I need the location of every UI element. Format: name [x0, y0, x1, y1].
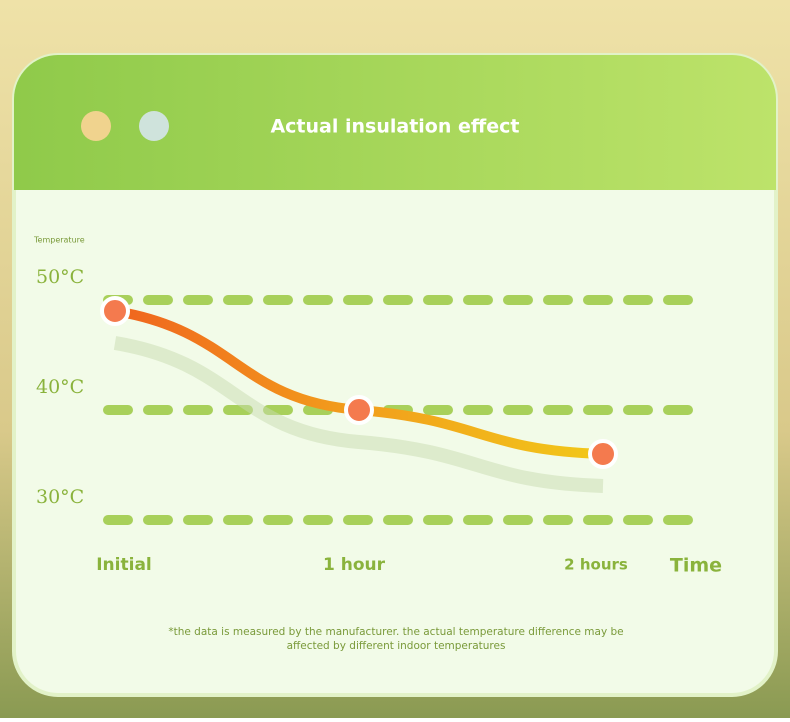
x-tick-label: Initial [96, 555, 152, 575]
y-tick-label: 30°C [36, 486, 84, 508]
y-tick-label: 50°C [36, 266, 84, 288]
window-dot [81, 111, 111, 141]
point [344, 395, 374, 425]
y-axis-label: Temperature [33, 236, 85, 245]
x-axis-label: Time [670, 555, 722, 577]
x-tick-label: 1 hour [323, 555, 386, 575]
point [100, 296, 130, 326]
y-tick-label: 40°C [36, 376, 84, 398]
footnote: *the data is measured by the manufacture… [168, 626, 623, 652]
card-header [14, 55, 776, 190]
footnote-line: *the data is measured by the manufacture… [168, 626, 623, 638]
footnote-line: affected by different indoor temperature… [287, 640, 506, 652]
x-tick-label: 2 hours [564, 556, 628, 574]
window-dot [139, 111, 169, 141]
line-shadow [113, 336, 604, 493]
chart-title: Actual insulation effect [270, 116, 519, 138]
point [588, 439, 618, 469]
